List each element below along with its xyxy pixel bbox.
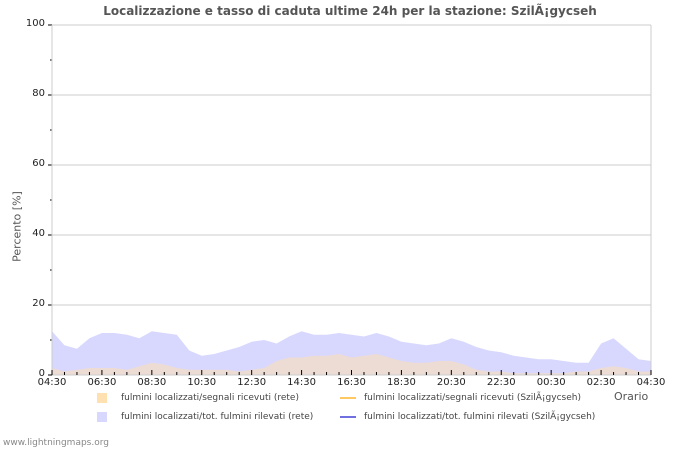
x-tick-label: 12:30: [237, 377, 267, 388]
legend-label: fulmini localizzati/segnali ricevuti (re…: [121, 393, 299, 403]
footer-credit: www.lightningmaps.org: [3, 438, 109, 448]
legend-line: [340, 397, 356, 399]
x-tick-label: 02:30: [586, 377, 616, 388]
x-axis-label: Orario: [614, 390, 649, 403]
legend-item-segnali-rete: fulmini localizzati/segnali ricevuti (re…: [97, 393, 299, 403]
legend-swatch: [97, 393, 107, 403]
y-tick-label: 100: [25, 18, 45, 29]
legend-label: fulmini localizzati/tot. fulmini rilevat…: [121, 412, 314, 422]
legend-item-segnali-station: fulmini localizzati/segnali ricevuti (Sz…: [340, 393, 581, 403]
y-tick-label: 0: [38, 368, 45, 379]
legend-swatch: [97, 412, 107, 422]
legend-line: [340, 416, 356, 418]
x-tick-label: 10:30: [187, 377, 217, 388]
legend-label: fulmini localizzati/segnali ricevuti (Sz…: [364, 393, 581, 403]
x-tick-label: 00:30: [536, 377, 566, 388]
x-tick-label: 08:30: [137, 377, 167, 388]
y-tick-label: 60: [32, 158, 45, 169]
x-tick-label: 04:30: [636, 377, 666, 388]
area-tot-rete: [52, 331, 651, 375]
x-tick-label: 06:30: [87, 377, 117, 388]
x-tick-label: 20:30: [436, 377, 466, 388]
x-tick-label: 22:30: [486, 377, 516, 388]
area-segnali-rete: [52, 354, 651, 375]
legend-item-tot-rete: fulmini localizzati/tot. fulmini rilevat…: [97, 412, 313, 422]
x-tick-label: 16:30: [337, 377, 366, 388]
y-tick-label: 20: [32, 298, 45, 309]
x-tick-label: 04:30: [37, 377, 67, 388]
x-tick-label: 18:30: [386, 377, 416, 388]
y-tick-label: 40: [32, 228, 45, 239]
legend-label: fulmini localizzati/tot. fulmini rilevat…: [364, 412, 596, 422]
legend-item-tot-station: fulmini localizzati/tot. fulmini rilevat…: [340, 412, 595, 422]
x-tick-label: 14:30: [287, 377, 316, 388]
y-tick-label: 80: [32, 88, 45, 99]
chart-title: Localizzazione e tasso di caduta ultime …: [103, 4, 597, 18]
